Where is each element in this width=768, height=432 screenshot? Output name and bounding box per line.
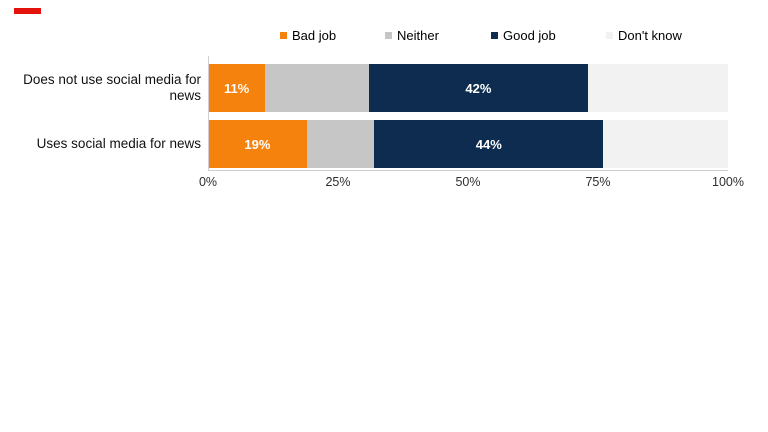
category-label: Does not use social media for news	[23, 72, 201, 103]
x-axis-tick-label: 100%	[712, 175, 744, 189]
bar-segment: 42%	[369, 64, 588, 112]
legend-label: Don't know	[618, 27, 682, 43]
bar-segment: 11%	[208, 64, 266, 112]
stacked-bar: 19% 44%	[208, 120, 728, 168]
legend-item: Don't know	[606, 27, 682, 43]
x-axis-tick-label: 50%	[455, 175, 481, 189]
bar-segment	[603, 120, 728, 168]
bar-value-label: 44%	[475, 136, 502, 152]
x-axis-tick-label: 75%	[585, 175, 611, 189]
bar-segment	[306, 120, 375, 168]
bar-segment	[265, 64, 370, 112]
legend-label: Bad job	[292, 27, 337, 43]
bar-segment	[587, 64, 728, 112]
legend-swatch-icon	[606, 31, 613, 39]
legend-item: Good job	[491, 27, 556, 43]
brand-red-tab	[14, 8, 41, 14]
legend-label: Good job	[503, 27, 556, 43]
legend-swatch-icon	[280, 31, 287, 39]
stacked-bar: 11% 42%	[208, 64, 728, 112]
legend-item: Bad job	[280, 27, 336, 43]
bar-segment: 44%	[374, 120, 604, 168]
legend-item: Neither	[385, 27, 439, 43]
x-axis-line	[208, 170, 728, 171]
bar-value-label: 19%	[244, 136, 271, 152]
legend-swatch-icon	[491, 31, 498, 39]
category-label: Uses social media for news	[36, 136, 201, 152]
bar-segment: 19%	[208, 120, 307, 168]
legend-label: Neither	[397, 27, 439, 43]
x-axis-tick-label: 0%	[198, 175, 218, 189]
y-axis-line	[208, 56, 209, 170]
x-axis-tick-label: 25%	[325, 175, 351, 189]
legend-swatch-icon	[385, 31, 392, 39]
bar-value-label: 42%	[465, 80, 492, 96]
bar-value-label: 11%	[223, 80, 250, 96]
